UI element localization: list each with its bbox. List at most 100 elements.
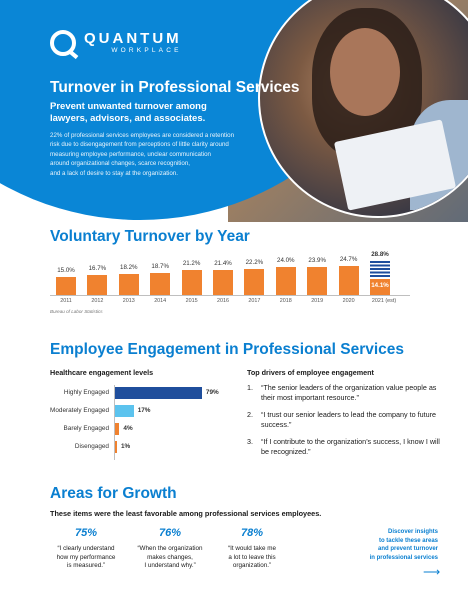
growth-quote-line: makes changes, <box>147 553 193 561</box>
cta-line[interactable]: Discover insights <box>387 529 438 535</box>
driver-number: 2. <box>247 410 253 419</box>
engagement-value-label: 4% <box>123 425 133 432</box>
hero-subtitle: Prevent unwanted turnover among lawyers,… <box>50 101 207 124</box>
logo-name: QUANTUM <box>84 30 182 47</box>
driver-text: “The senior leaders of the organization … <box>261 383 437 402</box>
x-tick-label: 2013 <box>122 298 135 304</box>
logo-text: QUANTUM WORKPLACE <box>84 31 182 55</box>
engagement-value-label: 79% <box>205 389 219 396</box>
photo-face <box>330 28 400 116</box>
hero-body-line: measuring employee performance, unclear … <box>50 150 211 158</box>
growth-quote-line: “When the organization <box>137 545 203 552</box>
x-tick-label: 2014 <box>154 298 167 304</box>
growth-subtitle: These items were the least favorable amo… <box>50 509 322 518</box>
arrow-right-icon[interactable]: ⟶ <box>423 565 441 579</box>
growth-quote-line: “It would take me <box>228 545 276 552</box>
turnover-bar <box>213 269 233 295</box>
data-label: 15.0% <box>57 267 75 275</box>
driver-item: 1. “The senior leaders of the organizati… <box>247 383 447 403</box>
drivers-title: Top drivers of employee engagement <box>247 368 374 377</box>
engagement-category-label: Moderately Engaged <box>50 407 109 414</box>
engagement-bar <box>115 405 134 417</box>
driver-number: 3. <box>247 437 253 446</box>
turnover-heading: Voluntary Turnover by Year <box>50 228 250 245</box>
chart-source: Bureau of Labor Statistics <box>50 309 103 314</box>
engagement-category-label: Barely Engaged <box>63 425 109 432</box>
turnover-bar <box>87 275 108 295</box>
data-label: 24.7% <box>339 256 358 264</box>
turnover-bar <box>370 278 390 295</box>
turnover-bar <box>118 273 139 295</box>
turnover-baseline <box>50 295 410 296</box>
growth-quote-line: is measured.” <box>66 562 106 570</box>
data-label: 18.2% <box>120 263 138 271</box>
data-label: 14.1% <box>371 281 389 289</box>
growth-quote: “It would take me a lot to leave this or… <box>207 545 297 571</box>
engagement-value-label: 1% <box>121 443 131 450</box>
hero-body: 22% of professional services employees a… <box>50 131 260 178</box>
hero-body-line: 22% of professional services employees a… <box>50 132 235 139</box>
hero-body-line: around organizational changes, scarce re… <box>50 160 190 168</box>
data-label: 24.0% <box>277 256 295 264</box>
hero-body-line: and a lack of desire to stay at the orga… <box>50 169 178 177</box>
cta-line[interactable]: in professional services <box>369 554 438 561</box>
hero-body-line: risk due to disengagement from perceptio… <box>50 141 229 149</box>
drivers-list: 1. “The senior leaders of the organizati… <box>247 383 447 464</box>
x-tick-label: 2021 (est) <box>371 298 397 304</box>
driver-text: “If I contribute to the organization’s s… <box>261 437 440 456</box>
driver-item: 2. “I trust our senior leaders to lead t… <box>247 410 447 430</box>
driver-number: 1. <box>247 383 253 392</box>
engagement-heading: Employee Engagement in Professional Serv… <box>50 341 405 358</box>
growth-heading: Areas for Growth <box>50 485 177 502</box>
cta-text[interactable]: Discover insights to tackle these areas … <box>350 528 438 562</box>
engagement-bar <box>115 387 202 399</box>
cta-line[interactable]: and prevent turnover <box>377 546 438 553</box>
data-label: 23.9% <box>308 257 326 265</box>
data-label: 16.7% <box>88 265 107 273</box>
data-label: 21.2% <box>182 260 201 268</box>
engagement-value-label: 17% <box>137 407 151 414</box>
data-label: 21.4% <box>214 259 232 267</box>
hero-photo <box>258 0 468 218</box>
engagement-levels-title: Healthcare engagement levels <box>50 368 154 377</box>
turnover-bar <box>181 270 202 295</box>
engagement-category-label: Highly Engaged <box>63 389 109 396</box>
x-tick-label: 2016 <box>217 298 229 304</box>
driver-item: 3. “If I contribute to the organization’… <box>247 437 447 457</box>
hero-banner: QUANTUM WORKPLACE Turnover in Profession… <box>0 0 468 222</box>
turnover-bar <box>338 266 359 295</box>
data-label: 18.7% <box>151 263 169 271</box>
growth-pct: 78% <box>240 527 264 539</box>
x-tick-label: 2020 <box>342 298 355 304</box>
turnover-bar <box>275 266 296 295</box>
turnover-bar <box>307 267 328 295</box>
engagement-bar <box>115 423 120 435</box>
brand-logo: QUANTUM WORKPLACE <box>50 30 182 56</box>
x-tick-label: 2018 <box>279 298 292 304</box>
engagement-axis <box>114 385 115 460</box>
x-tick-label: 2015 <box>185 298 198 304</box>
data-label: 22.2% <box>245 259 264 267</box>
hero-title: Turnover in Professional Services <box>50 79 300 96</box>
growth-quote-line: a lot to leave this <box>228 553 276 561</box>
turnover-bar <box>56 277 76 295</box>
x-tick-label: 2019 <box>311 298 324 304</box>
driver-text: “I trust our senior leaders to lead the … <box>261 410 436 429</box>
quantum-logo-icon <box>50 30 76 56</box>
engagement-category-label: Disengaged <box>74 443 109 450</box>
growth-quote-line: I understand why.” <box>144 562 196 570</box>
x-tick-label: 2012 <box>91 298 104 304</box>
growth-pct: 76% <box>158 527 182 539</box>
growth-quote-line: “I clearly understand <box>57 545 115 552</box>
logo-sub: WORKPLACE <box>111 47 182 54</box>
x-tick-label: 2011 <box>60 298 72 304</box>
turnover-bar-estimate <box>370 261 390 279</box>
estimate-label: 28.8% <box>371 251 389 259</box>
growth-quote: “I clearly understand how my performance… <box>41 545 131 571</box>
turnover-bar <box>150 273 171 295</box>
engagement-bar <box>115 441 117 453</box>
x-tick-label: 2017 <box>248 298 261 304</box>
growth-quote-line: how my performance <box>56 553 116 561</box>
cta-line[interactable]: to tackle these areas <box>378 537 438 544</box>
growth-quote: “When the organization makes changes, I … <box>125 545 215 571</box>
